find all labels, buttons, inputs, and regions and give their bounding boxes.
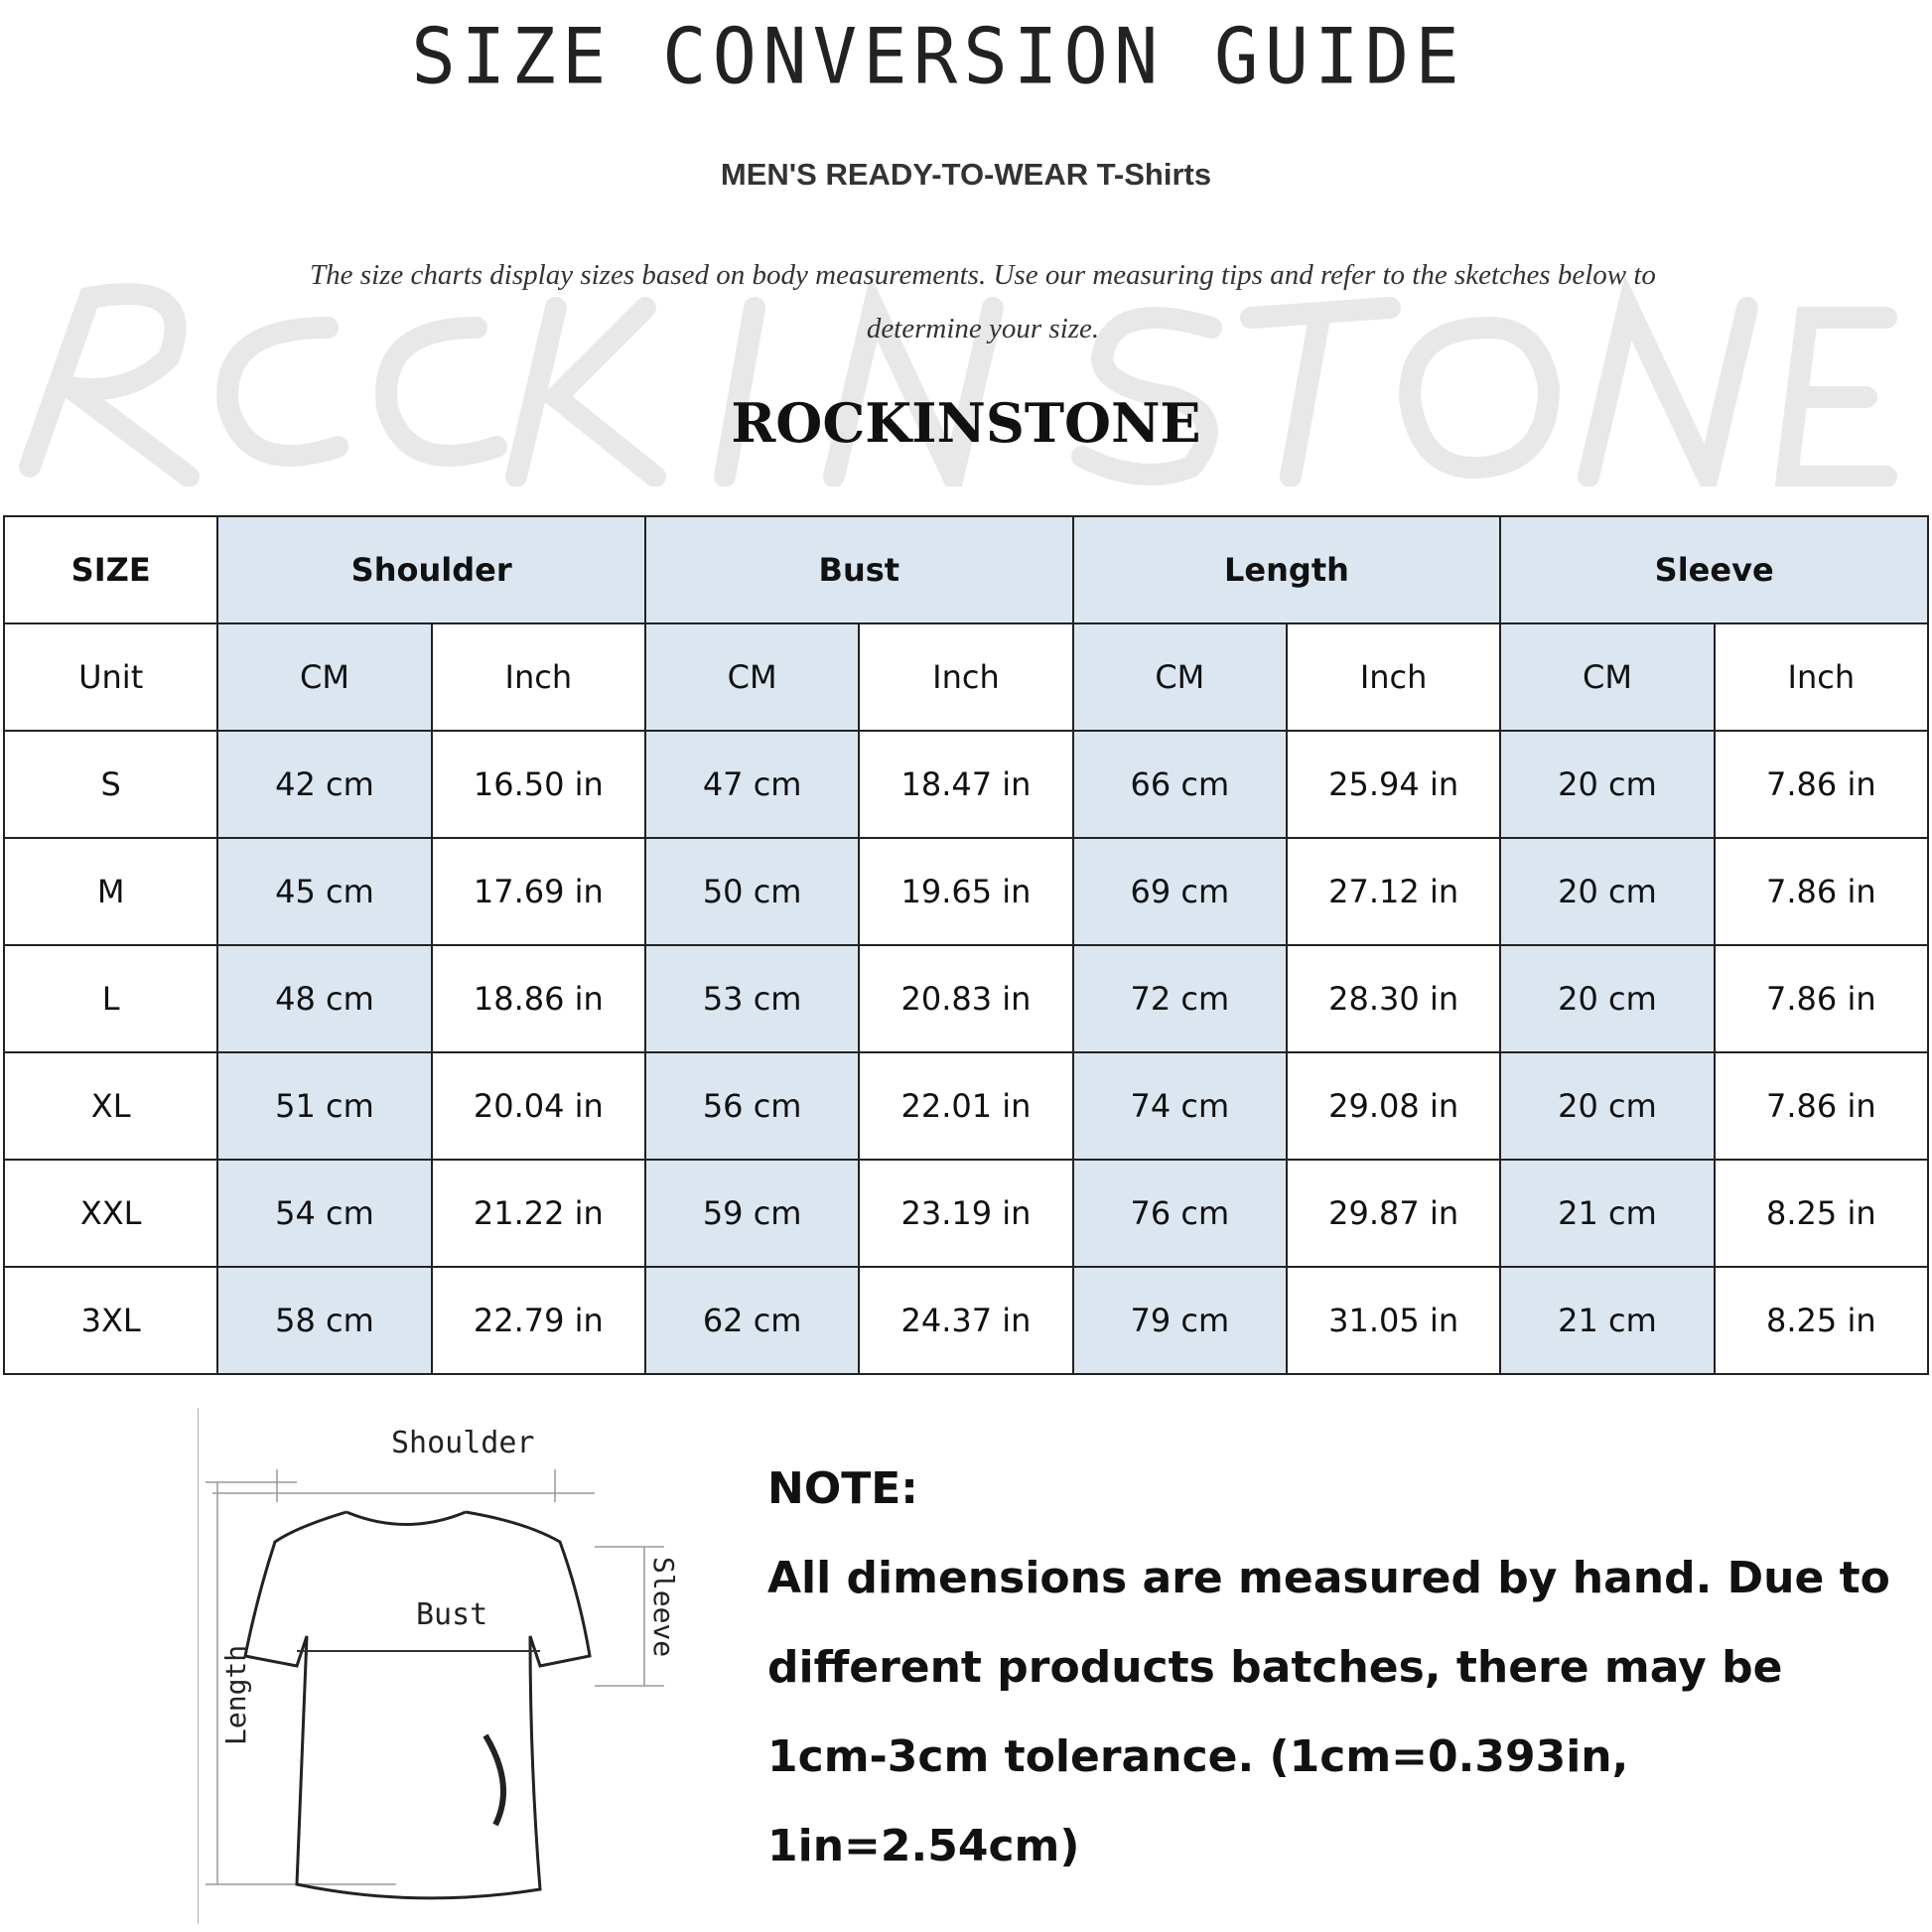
size-cell: XXL: [2, 1159, 219, 1268]
measurement-cell: 7.86 in: [1713, 944, 1930, 1053]
unit-cell: Inch: [1285, 622, 1502, 732]
measurement-cell: 21 cm: [1499, 1266, 1716, 1375]
unit-row: Unit CM Inch CM Inch CM Inch CM Inch: [2, 622, 1930, 732]
watermark-logo: [19, 274, 1897, 486]
measurement-cell: 58 cm: [216, 1266, 433, 1375]
unit-cell: Inch: [430, 622, 646, 732]
measurement-cell: 20 cm: [1499, 730, 1716, 839]
tshirt-outline-icon: [243, 1510, 592, 1900]
unit-cell: CM: [216, 622, 433, 732]
measurement-cell: 47 cm: [643, 730, 861, 839]
measurement-cell: 19.65 in: [858, 837, 1074, 946]
measurement-cell: 17.69 in: [430, 837, 646, 946]
measurement-cell: 48 cm: [216, 944, 433, 1053]
sleeve-label: Sleeve: [647, 1557, 680, 1657]
measurement-cell: 62 cm: [643, 1266, 861, 1375]
measurement-cell: 8.25 in: [1713, 1266, 1930, 1375]
measurement-cell: 7.86 in: [1713, 837, 1930, 946]
group-header-bust: Bust: [643, 515, 1074, 624]
measurement-cell: 76 cm: [1071, 1159, 1288, 1268]
size-cell: L: [2, 944, 219, 1053]
measurement-cell: 56 cm: [643, 1051, 861, 1161]
size-table: SIZE Shoulder Bust Length Sleeve Unit CM…: [2, 515, 1930, 1375]
subtitle: MEN'S READY-TO-WEAR T-Shirts: [720, 157, 1212, 192]
size-cell: S: [2, 730, 219, 839]
measurement-cell: 22.01 in: [858, 1051, 1074, 1161]
measurement-cell: 42 cm: [216, 730, 433, 839]
tshirt-measurement-sketch: Shoulder Bust Length Sleeve: [198, 1408, 680, 1924]
measurement-cell: 28.30 in: [1285, 944, 1502, 1053]
measurement-cell: 53 cm: [643, 944, 861, 1053]
measurement-cell: 21.22 in: [430, 1159, 646, 1268]
unit-cell: CM: [1499, 622, 1716, 732]
table-row: XL 51 cm 20.04 in 56 cm 22.01 in 74 cm 29.08 i…: [2, 1051, 1930, 1161]
measurement-cell: 20 cm: [1499, 944, 1716, 1053]
measurement-cell: 21 cm: [1499, 1159, 1716, 1268]
measurement-cell: 29.87 in: [1285, 1159, 1502, 1268]
measurement-cell: 59 cm: [643, 1159, 861, 1268]
unit-label: Unit: [2, 622, 219, 732]
size-cell: 3XL: [2, 1266, 219, 1375]
measurement-cell: 54 cm: [216, 1159, 433, 1268]
size-header: SIZE: [2, 515, 219, 624]
measurement-cell: 50 cm: [643, 837, 861, 946]
note-block: NOTE: All dimensions are measured by han…: [767, 1445, 1909, 1891]
measurement-cell: 66 cm: [1071, 730, 1288, 839]
unit-cell: Inch: [1713, 622, 1930, 732]
measurement-cell: 16.50 in: [430, 730, 646, 839]
measurement-cell: 29.08 in: [1285, 1051, 1502, 1161]
size-cell: M: [2, 837, 219, 946]
measurement-cell: 79 cm: [1071, 1266, 1288, 1375]
measurement-cell: 23.19 in: [858, 1159, 1074, 1268]
length-label: Length: [219, 1645, 252, 1745]
note-heading: NOTE:: [767, 1463, 918, 1514]
unit-cell: CM: [1071, 622, 1288, 732]
table-row: M 45 cm 17.69 in 50 cm 19.65 in 69 cm 27.12 in…: [2, 837, 1930, 946]
page-title: SIZE CONVERSION GUIDE: [411, 11, 1465, 102]
measurement-cell: 20.83 in: [858, 944, 1074, 1053]
unit-cell: Inch: [858, 622, 1074, 732]
intro-text: The size charts display sizes based on b…: [310, 259, 1656, 345]
note-text: All dimensions are measured by hand. Due…: [767, 1553, 1890, 1871]
unit-cell: CM: [643, 622, 861, 732]
table-row: L 48 cm 18.86 in 53 cm 20.83 in 72 cm 28.30 in…: [2, 944, 1930, 1053]
measurement-cell: 18.47 in: [858, 730, 1074, 839]
measurement-cell: 27.12 in: [1285, 837, 1502, 946]
bust-label: Bust: [416, 1597, 487, 1632]
measurement-cell: 51 cm: [216, 1051, 433, 1161]
measurement-cell: 31.05 in: [1285, 1266, 1502, 1375]
table-row: S 42 cm 16.50 in 47 cm 18.47 in 66 cm 25.94 in…: [2, 730, 1930, 839]
measurement-cell: 22.79 in: [430, 1266, 646, 1375]
measurement-cell: 20 cm: [1499, 1051, 1716, 1161]
measurement-cell: 69 cm: [1071, 837, 1288, 946]
measurement-cell: 7.86 in: [1713, 730, 1930, 839]
size-cell: XL: [2, 1051, 219, 1161]
measurement-cell: 7.86 in: [1713, 1051, 1930, 1161]
measurement-cell: 24.37 in: [858, 1266, 1074, 1375]
measurement-cell: 45 cm: [216, 837, 433, 946]
brand-name: ROCKINSTONE: [731, 391, 1201, 455]
measurement-cell: 20 cm: [1499, 837, 1716, 946]
table-header-row: SIZE Shoulder Bust Length Sleeve: [2, 515, 1929, 624]
measurement-cell: 25.94 in: [1285, 730, 1502, 839]
table-row: XXL 54 cm 21.22 in 59 cm 23.19 in 76 cm 29.87 …: [2, 1159, 1930, 1268]
group-header-length: Length: [1071, 515, 1502, 624]
measurement-cell: 8.25 in: [1713, 1159, 1930, 1268]
group-header-sleeve: Sleeve: [1499, 515, 1929, 624]
measurement-cell: 18.86 in: [430, 944, 646, 1053]
table-row: 3XL 58 cm 22.79 in 62 cm 24.37 in 79 cm 31.05 …: [2, 1266, 1930, 1375]
shoulder-label: Shoulder: [391, 1426, 535, 1460]
group-header-shoulder: Shoulder: [216, 515, 646, 624]
measurement-cell: 20.04 in: [430, 1051, 646, 1161]
guide-lines: [198, 1408, 664, 1924]
measurement-cell: 74 cm: [1071, 1051, 1288, 1161]
measurement-cell: 72 cm: [1071, 944, 1288, 1053]
